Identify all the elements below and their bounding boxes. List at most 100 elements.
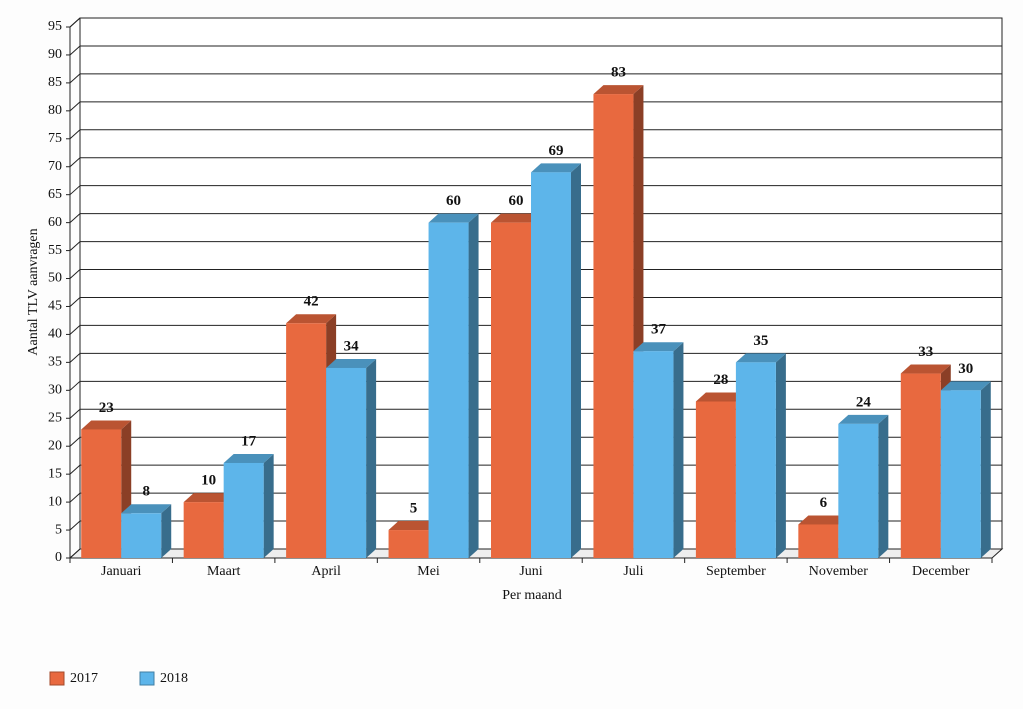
value-label: 37: [651, 322, 667, 338]
x-tick-label: Maart: [207, 564, 241, 579]
legend-swatch: [139, 671, 155, 686]
y-tick-label: 75: [48, 131, 62, 146]
y-tick-label: 95: [48, 19, 62, 34]
legend-swatch: [49, 671, 65, 686]
x-tick-label: Juni: [519, 564, 542, 579]
value-label: 33: [918, 344, 933, 360]
value-label: 69: [549, 143, 564, 159]
value-label: 83: [611, 65, 626, 81]
value-label: 10: [201, 473, 216, 489]
bar-top: [633, 342, 684, 352]
value-label: 24: [856, 394, 872, 410]
y-axis-title: Aantal TLV aanvragen: [26, 228, 41, 355]
legend-label: 2017: [70, 671, 98, 686]
bar-side: [571, 163, 581, 559]
bar: [940, 390, 981, 558]
bar-side: [366, 358, 377, 558]
grid-line: [69, 464, 81, 475]
y-tick-label: 40: [48, 327, 62, 342]
bar-top: [326, 358, 377, 368]
grid-line: [69, 408, 81, 419]
x-tick-label: December: [912, 564, 970, 579]
grid-line: [69, 269, 81, 279]
x-tick-label: November: [809, 564, 868, 579]
bar-top: [121, 504, 172, 514]
value-label: 6: [820, 495, 828, 511]
grid-line: [69, 213, 81, 224]
bar-side: [161, 504, 172, 558]
grid-line: [69, 520, 81, 531]
value-label: 28: [713, 372, 728, 388]
bar-top: [531, 163, 581, 173]
grid-line: [69, 129, 81, 140]
y-tick-label: 80: [48, 103, 62, 118]
bar: [121, 513, 162, 558]
bar-top: [428, 213, 479, 223]
grid-line: [69, 73, 81, 84]
y-tick-label: 70: [48, 159, 62, 174]
x-tick-label: April: [311, 564, 341, 579]
value-label: 8: [142, 484, 150, 500]
y-tick-label: 85: [48, 75, 62, 90]
bar-top: [735, 353, 786, 363]
bar: [593, 94, 634, 559]
bar-top: [81, 420, 132, 430]
y-tick-label: 60: [48, 215, 62, 230]
y-tick-label: 90: [48, 47, 62, 62]
bar-side: [980, 381, 991, 558]
x-tick-label: Juli: [623, 564, 643, 579]
bar-side: [673, 342, 684, 558]
x-axis-title: Per maand: [502, 588, 561, 603]
grid-line: [69, 45, 81, 56]
bar-side: [468, 213, 479, 558]
x-tick-label: Mei: [417, 564, 440, 579]
grid-line: [69, 548, 81, 559]
bar: [798, 524, 839, 558]
value-label: 42: [304, 294, 319, 310]
bar-top: [900, 364, 951, 374]
grid-line: [69, 492, 81, 503]
bar: [695, 401, 736, 558]
bar-top: [183, 493, 234, 503]
grid-line: [69, 352, 81, 363]
y-tick-label: 10: [48, 494, 62, 509]
x-tick-label: Januari: [101, 564, 142, 579]
grid-line: [69, 297, 81, 307]
bar-side: [878, 414, 889, 558]
bar: [491, 222, 531, 558]
bar: [900, 373, 941, 558]
value-label: 17: [241, 433, 257, 449]
bar-top: [838, 414, 889, 424]
grid-line: [69, 241, 81, 251]
y-tick-label: 15: [48, 466, 62, 481]
bar: [183, 502, 224, 558]
y-tick-label: 25: [48, 410, 62, 425]
value-label: 23: [99, 400, 114, 416]
grid-line: [69, 157, 81, 168]
bar: [633, 351, 674, 558]
bar-top: [695, 392, 746, 402]
bar: [838, 423, 879, 558]
y-tick-label: 35: [48, 355, 62, 370]
bar: [326, 367, 367, 558]
grid-line: [69, 101, 81, 112]
legend-label: 2018: [160, 671, 188, 686]
bar-top: [223, 453, 274, 463]
grid-line: [69, 325, 81, 335]
bar-top: [798, 515, 849, 525]
grid-line: [69, 436, 81, 447]
value-label: 5: [410, 500, 418, 516]
value-label: 35: [753, 333, 768, 349]
bar-top: [388, 521, 439, 531]
y-tick-label: 55: [48, 243, 62, 258]
bar-top: [940, 381, 991, 391]
bar: [428, 222, 469, 558]
bar-top: [593, 85, 644, 95]
y-tick-label: 50: [48, 271, 62, 286]
bar: [81, 429, 122, 558]
bar: [735, 362, 776, 558]
y-tick-label: 5: [55, 522, 62, 537]
grid-line: [69, 17, 81, 28]
bar-side: [263, 453, 274, 558]
